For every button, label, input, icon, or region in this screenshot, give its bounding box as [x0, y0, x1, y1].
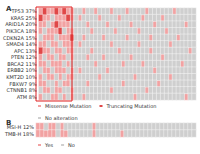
svg-text:ATM 8%: ATM 8%: [17, 94, 37, 100]
svg-text:Truncating Mutation: Truncating Mutation: [106, 103, 157, 110]
svg-text:ERBB2 10%: ERBB2 10%: [7, 67, 37, 73]
svg-text:SMAD4 14%: SMAD4 14%: [6, 41, 37, 47]
svg-text:TP53 37%: TP53 37%: [11, 8, 37, 14]
svg-text:APC 13%: APC 13%: [14, 48, 37, 54]
svg-text:A: A: [6, 5, 12, 13]
svg-text:ARID1A 20%: ARID1A 20%: [5, 21, 37, 27]
svg-text:Missense Mutation: Missense Mutation: [45, 103, 92, 109]
svg-text:Yes: Yes: [44, 142, 53, 148]
svg-text:PIK3CA 18%: PIK3CA 18%: [6, 28, 37, 34]
svg-text:MSI-H 12%: MSI-H 12%: [6, 123, 34, 130]
svg-text:TMB-H 18%: TMB-H 18%: [4, 131, 34, 137]
svg-text:KRAS 25%: KRAS 25%: [11, 15, 37, 21]
svg-text:KMT2D 10%: KMT2D 10%: [6, 74, 37, 80]
svg-text:BRCA2 11%: BRCA2 11%: [7, 61, 37, 67]
svg-text:No: No: [68, 142, 75, 148]
svg-text:CTNNB1 8%: CTNNB1 8%: [6, 87, 36, 93]
svg-text:B: B: [6, 119, 11, 127]
svg-text:No alteration: No alteration: [45, 115, 78, 121]
svg-text:PTEN 12%: PTEN 12%: [11, 54, 37, 60]
svg-text:FBXW7 9%: FBXW7 9%: [9, 81, 37, 87]
svg-text:CDKN2A 15%: CDKN2A 15%: [3, 35, 37, 41]
